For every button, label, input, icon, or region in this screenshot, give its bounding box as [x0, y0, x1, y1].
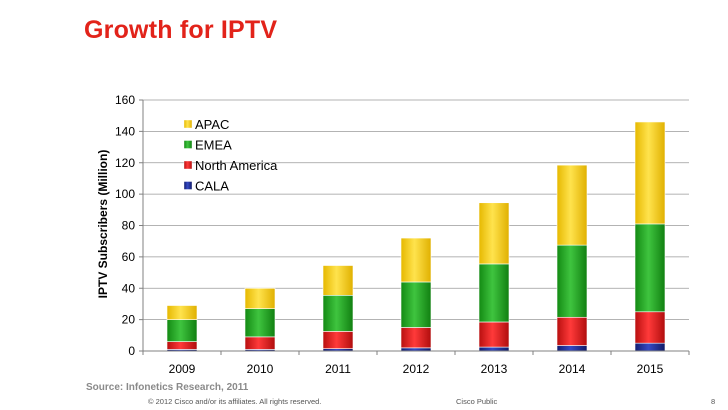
legend-swatch-apac — [183, 119, 193, 129]
x-tick-label-2012: 2012 — [403, 362, 430, 376]
bars — [166, 121, 666, 352]
bar-2009-north-america — [166, 341, 198, 350]
legend-label-apac: APAC — [195, 117, 229, 132]
x-tick-label-2010: 2010 — [247, 362, 274, 376]
bar-2009-apac — [166, 305, 198, 320]
bar-2015-north-america — [634, 311, 666, 344]
bar-2014-emea — [556, 244, 588, 318]
bar-2012-emea — [400, 281, 432, 328]
y-tick-label-40: 40 — [122, 281, 136, 295]
legend-swatch-north-america — [183, 160, 193, 170]
legend-swatch-emea — [183, 140, 193, 149]
y-tick-label-0: 0 — [128, 344, 135, 358]
source-note: Source: Infonetics Research, 2011 — [86, 382, 249, 393]
legend-label-north-america: North America — [195, 158, 278, 173]
y-tick-label-60: 60 — [122, 250, 136, 264]
bar-2011-apac — [322, 265, 354, 296]
x-tick-label-2014: 2014 — [559, 362, 586, 376]
bar-2015-emea — [634, 223, 666, 313]
bar-2014-apac — [556, 164, 588, 246]
bar-2013-apac — [478, 202, 510, 265]
x-tick-label-2013: 2013 — [481, 362, 508, 376]
bar-2014-north-america — [556, 316, 588, 346]
footer-copyright: © 2012 Cisco and/or its affiliates. All … — [148, 397, 322, 406]
y-tick-label-140: 140 — [115, 124, 135, 138]
stacked-bar-chart: 0 20 40 60 80 100 120 140 160 2009 2010 2011 2012 201… — [96, 93, 690, 376]
bar-2013-north-america — [478, 321, 510, 348]
bar-2012-apac — [400, 237, 432, 283]
bar-2010-apac — [244, 287, 276, 309]
bar-2014-cala — [556, 345, 588, 352]
legend-label-cala: CALA — [195, 179, 229, 194]
footer-classification: Cisco Public — [456, 397, 498, 406]
bar-2012-north-america — [400, 327, 432, 349]
bar-2011-north-america — [322, 331, 354, 349]
legend-label-emea: EMEA — [195, 138, 232, 153]
x-tick-label-2009: 2009 — [169, 362, 196, 376]
bar-2015-apac — [634, 121, 666, 225]
bar-2009-emea — [166, 319, 198, 342]
y-tick-label-120: 120 — [115, 156, 135, 170]
y-tick-label-160: 160 — [115, 93, 135, 107]
legend-swatch-cala — [183, 181, 193, 190]
bar-2011-emea — [322, 295, 354, 332]
y-tick-label-20: 20 — [122, 313, 136, 327]
x-tick-label-2015: 2015 — [637, 362, 664, 376]
bar-2013-emea — [478, 263, 510, 323]
y-tick-label-100: 100 — [115, 187, 135, 201]
y-tick-label-80: 80 — [122, 219, 136, 233]
bar-2013-cala — [478, 346, 510, 352]
bar-2015-cala — [634, 342, 666, 352]
axes: 0 20 40 60 80 100 120 140 160 2009 2010 2011 2012 201… — [115, 93, 690, 376]
page-number: 8 — [711, 397, 716, 406]
slide-title: Growth for IPTV — [84, 16, 278, 44]
y-axis-label: IPTV Subscribers (Million) — [96, 150, 110, 299]
bar-2010-emea — [244, 308, 276, 338]
legend: APAC EMEA North America CALA — [183, 117, 278, 194]
x-tick-label-2011: 2011 — [325, 362, 351, 376]
bar-2010-north-america — [244, 336, 276, 350]
